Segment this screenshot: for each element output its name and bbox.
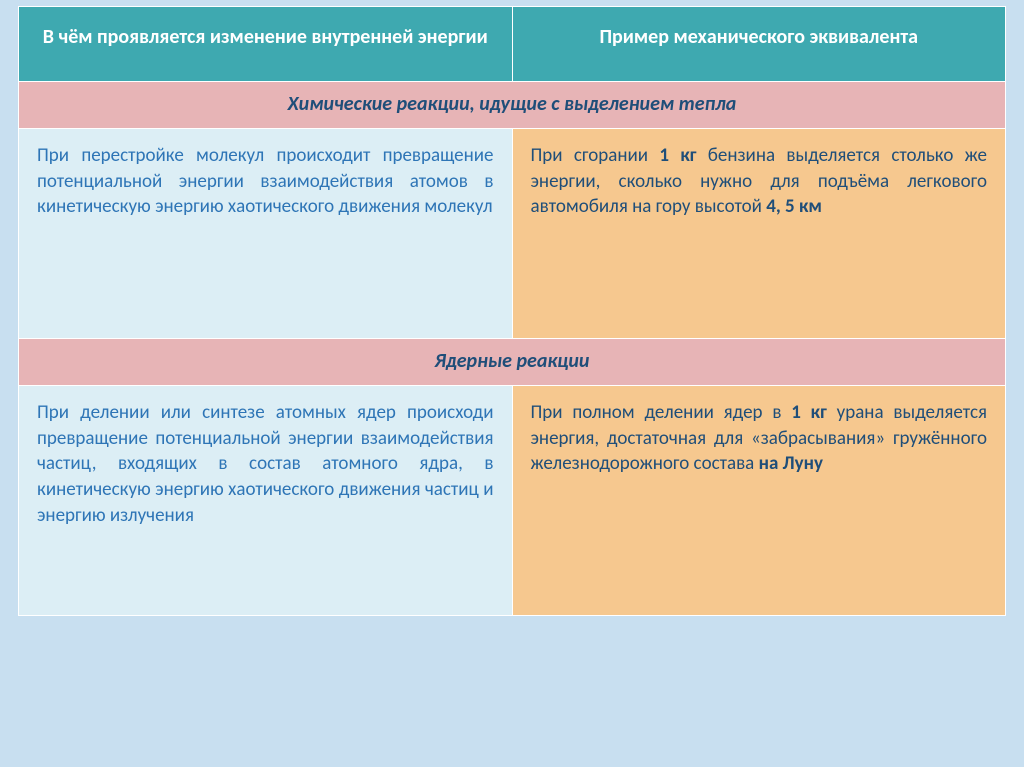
section-row-2: Ядерные реакции (19, 339, 1006, 386)
energy-table: В чём проявляется изменение внутренней э… (18, 6, 1006, 616)
section-title-2: Ядерные реакции (19, 339, 1006, 386)
header-right: Пример механического эквивалента (512, 7, 1006, 82)
s2-right-b1: 1 кг (791, 401, 827, 424)
s1-left: При перестройке молекул происходит превр… (19, 129, 513, 339)
s2-left: При делении или синтезе атомных ядер про… (19, 386, 513, 616)
s2-right-b2: на Луну (759, 452, 823, 475)
header-left: В чём проявляется изменение внутренней э… (19, 7, 513, 82)
content-row-2: При делении или синтезе атомных ядер про… (19, 386, 1006, 616)
s2-right: При полном делении ядер в 1 кг урана выд… (512, 386, 1006, 616)
s1-right-b2: 4, 5 км (766, 195, 822, 218)
slide-container: В чём проявляется изменение внутренней э… (0, 0, 1024, 634)
section-row-1: Химические реакции, идущие с выделением … (19, 82, 1006, 129)
s2-right-pre: При полном делении ядер в (531, 401, 792, 424)
s1-right: При сгорании 1 кг бензина выделяется сто… (512, 129, 1006, 339)
content-row-1: При перестройке молекул происходит превр… (19, 129, 1006, 339)
section-title-1: Химические реакции, идущие с выделением … (19, 82, 1006, 129)
header-row: В чём проявляется изменение внутренней э… (19, 7, 1006, 82)
s1-right-pre: При сгорании (531, 144, 660, 167)
s1-right-b1: 1 кг (659, 144, 696, 167)
